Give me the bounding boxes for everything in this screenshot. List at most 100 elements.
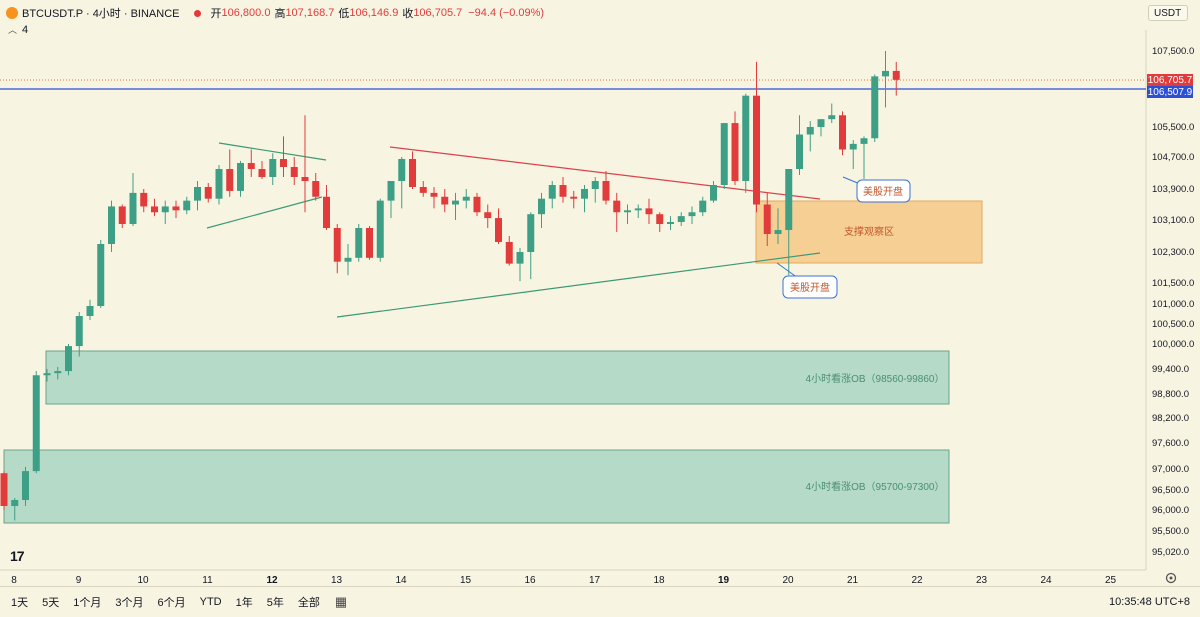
- candle-body: [269, 159, 277, 177]
- close-value: 106,705.7: [413, 7, 463, 19]
- price-tick-label: 97,600.0: [1152, 438, 1189, 449]
- candle-body: [376, 200, 384, 258]
- time-tick-label: 11: [202, 575, 213, 586]
- candle-body: [591, 181, 599, 189]
- candle-body: [11, 500, 19, 506]
- time-tick-label: 24: [1040, 575, 1052, 586]
- time-tick-label: 10: [137, 575, 149, 586]
- time-tick-label: 21: [847, 575, 859, 586]
- low-label: 低: [338, 8, 350, 20]
- time-tick-label: 8: [11, 575, 17, 586]
- time-tick-label: 19: [718, 575, 730, 586]
- price-tick-label: 103,100.0: [1152, 215, 1194, 226]
- candle-body: [204, 187, 212, 199]
- market-status-dot: [193, 9, 201, 17]
- callout-us-open-2-label: 美股开盘: [863, 185, 903, 198]
- candle-body: [742, 95, 750, 181]
- indicators-toggle[interactable]: ︿ 4: [8, 23, 28, 36]
- range-1m[interactable]: 1个月: [73, 597, 102, 609]
- ref-price-text: 106,507.9: [1148, 87, 1193, 98]
- candle-body: [796, 134, 803, 169]
- candle-body: [495, 218, 502, 242]
- candle-body: [65, 346, 72, 372]
- candle-body: [118, 206, 126, 224]
- symbol-title[interactable]: BTCUSDT.P · 4小时 · BINANCE: [22, 8, 180, 20]
- currency-selector[interactable]: USDT: [1148, 5, 1188, 21]
- candle-body: [602, 181, 610, 201]
- callout-us-open-1-label: 美股开盘: [790, 281, 830, 294]
- candle-body: [645, 208, 653, 215]
- candle-body: [172, 206, 180, 211]
- candle-body: [344, 257, 352, 262]
- candle-body: [452, 200, 459, 205]
- price-tick-label: 105,500.0: [1152, 122, 1194, 133]
- bottom-toolbar: 1天 5天 1个月 3个月 6个月 YTD 1年 5年 全部 ▦ 10:35:4…: [0, 586, 1200, 617]
- range-5d[interactable]: 5天: [42, 597, 60, 609]
- calendar-icon[interactable]: ▦: [334, 594, 348, 609]
- range-6m[interactable]: 6个月: [157, 597, 186, 609]
- callout-us-open-1[interactable]: 美股开盘: [776, 262, 838, 299]
- candle-body: [75, 316, 83, 347]
- time-tick-label: 22: [911, 575, 923, 586]
- range-1y[interactable]: 1年: [235, 597, 253, 609]
- time-tick-label: 12: [266, 575, 278, 586]
- chevron-up-icon: ︿: [8, 25, 18, 35]
- candle-body: [333, 228, 341, 262]
- high-label: 高: [274, 8, 286, 20]
- range-all[interactable]: 全部: [297, 597, 320, 609]
- candle-body: [387, 181, 395, 201]
- candle-body: [763, 204, 771, 234]
- candle-body: [398, 159, 406, 181]
- price-tick-label: 100,000.0: [1152, 339, 1194, 350]
- candle-body: [43, 373, 51, 376]
- price-tick-label: 100,500.0: [1152, 319, 1194, 330]
- candle-body: [624, 210, 631, 213]
- candle-body: [32, 375, 40, 472]
- time-axis: 8 9 10 11 12 13 14 15 16 17 18 19 20 21 22 23 24 25: [11, 575, 1116, 586]
- range-3m[interactable]: 3个月: [115, 597, 144, 609]
- candle-body: [538, 198, 545, 215]
- time-tick-label: 17: [589, 575, 601, 586]
- callout-us-open-2[interactable]: 美股开盘: [842, 176, 911, 203]
- candle-body: [892, 70, 900, 80]
- candle-body: [688, 212, 696, 217]
- candles: [0, 51, 900, 521]
- close-label: 收: [402, 8, 414, 20]
- open-value: 106,800.0: [221, 7, 271, 19]
- candle-body: [559, 185, 567, 197]
- candle-body: [409, 159, 416, 187]
- time-tick-label: 18: [653, 575, 665, 586]
- candle-body: [860, 138, 868, 144]
- candle-body: [441, 196, 449, 205]
- open-label: 开: [210, 8, 222, 20]
- candle-body: [312, 181, 320, 197]
- candle-body: [97, 244, 105, 306]
- candle-body: [527, 214, 535, 252]
- range-5y[interactable]: 5年: [266, 597, 284, 609]
- candle-body: [720, 123, 728, 185]
- time-tick-label: 9: [76, 575, 82, 586]
- candle-body: [473, 196, 481, 213]
- indicator-count: 4: [22, 23, 29, 36]
- candle-body: [86, 306, 94, 316]
- tradingview-logo: 17: [10, 548, 25, 564]
- trendlines: [206, 142, 821, 318]
- time-tick-label: 23: [976, 575, 988, 586]
- price-axis: 107,500.0 105,500.0 104,700.0 103,900.0 103,…: [1152, 46, 1194, 558]
- candle-body: [484, 212, 492, 219]
- axis-settings-icon[interactable]: [1165, 572, 1177, 584]
- candle-body: [22, 471, 29, 500]
- candle-body: [280, 159, 287, 167]
- candle-body: [871, 76, 879, 139]
- candle-body: [462, 196, 470, 201]
- candle-body: [54, 371, 62, 374]
- candle-body: [731, 123, 739, 181]
- range-ytd[interactable]: YTD: [199, 596, 222, 608]
- candle-body: [570, 196, 578, 199]
- descending-resistance-line: [389, 146, 821, 200]
- range-1d[interactable]: 1天: [11, 597, 29, 609]
- candle-body: [839, 115, 846, 150]
- candle-body: [656, 214, 664, 224]
- candle-body: [237, 163, 244, 191]
